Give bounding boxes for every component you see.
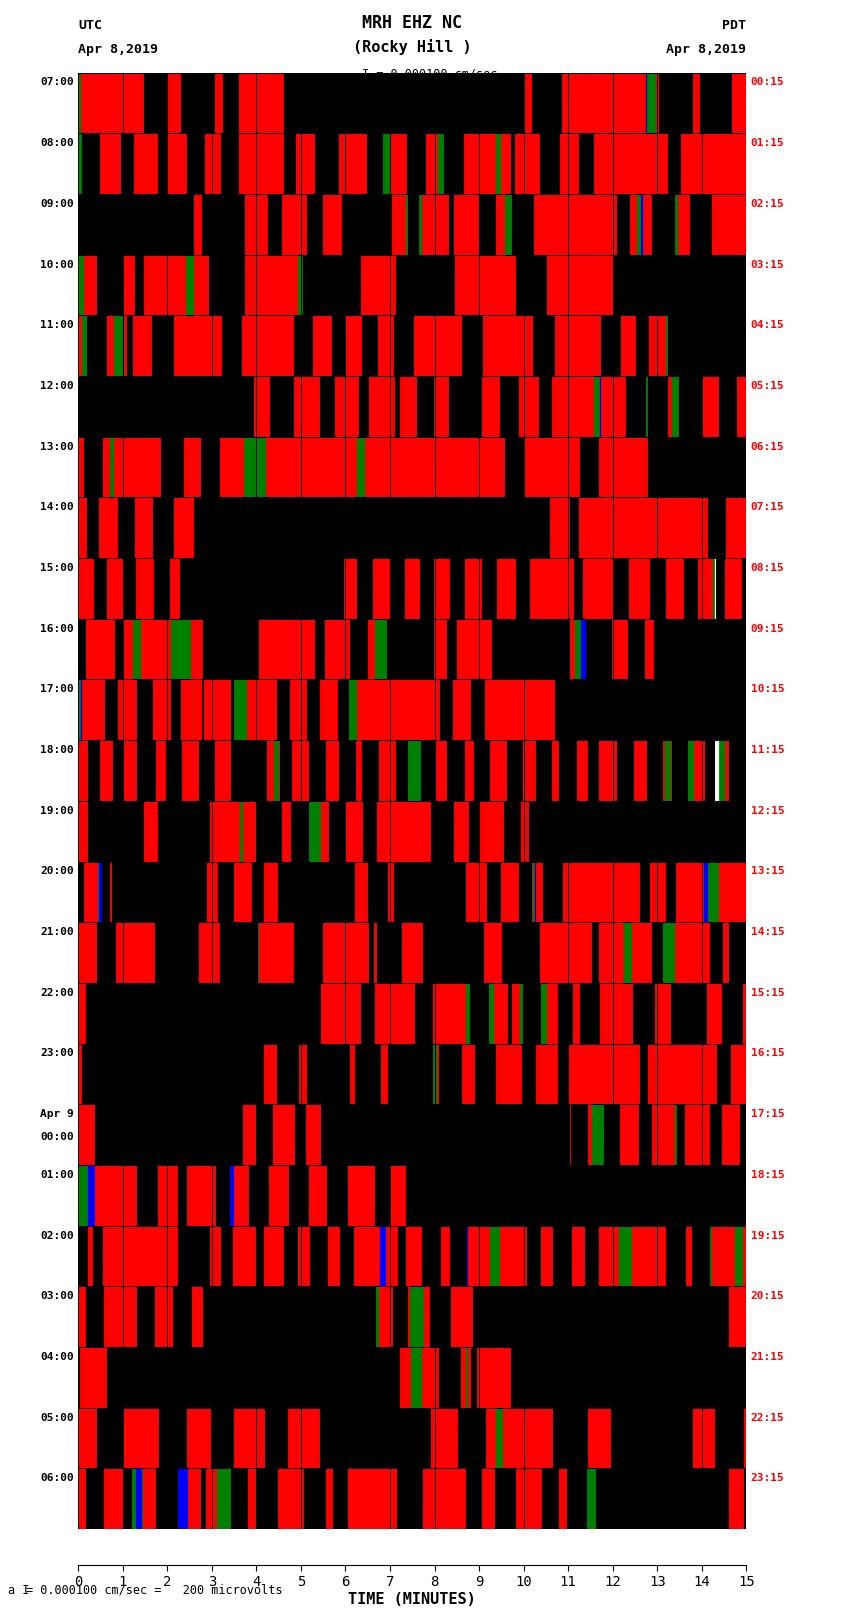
Text: 15:00: 15:00 <box>40 563 74 573</box>
Text: I = 0.000100 cm/sec: I = 0.000100 cm/sec <box>361 68 497 81</box>
Text: 20:00: 20:00 <box>40 866 74 876</box>
Text: 14:00: 14:00 <box>40 502 74 513</box>
Text: 21:00: 21:00 <box>40 927 74 937</box>
Text: 01:00: 01:00 <box>40 1169 74 1179</box>
Text: 15:15: 15:15 <box>751 987 785 998</box>
Text: 22:15: 22:15 <box>751 1413 785 1423</box>
X-axis label: TIME (MINUTES): TIME (MINUTES) <box>348 1592 476 1607</box>
Text: 16:00: 16:00 <box>40 624 74 634</box>
Text: Apr 8,2019: Apr 8,2019 <box>78 44 158 56</box>
Text: 03:15: 03:15 <box>751 260 785 269</box>
Text: 20:15: 20:15 <box>751 1292 785 1302</box>
Text: 19:00: 19:00 <box>40 806 74 816</box>
Text: 02:15: 02:15 <box>751 198 785 208</box>
Text: 19:15: 19:15 <box>751 1231 785 1240</box>
Text: 17:00: 17:00 <box>40 684 74 694</box>
Text: 18:00: 18:00 <box>40 745 74 755</box>
Text: 11:00: 11:00 <box>40 321 74 331</box>
Text: 11:15: 11:15 <box>751 745 785 755</box>
Text: 00:00: 00:00 <box>40 1132 74 1142</box>
Text: 00:15: 00:15 <box>751 77 785 87</box>
Text: 17:15: 17:15 <box>751 1110 785 1119</box>
Text: 23:15: 23:15 <box>751 1473 785 1484</box>
Text: 16:15: 16:15 <box>751 1048 785 1058</box>
Text: 09:00: 09:00 <box>40 198 74 208</box>
Text: 06:00: 06:00 <box>40 1473 74 1484</box>
Text: 10:00: 10:00 <box>40 260 74 269</box>
Text: 04:00: 04:00 <box>40 1352 74 1361</box>
Text: 10:15: 10:15 <box>751 684 785 694</box>
Text: 22:00: 22:00 <box>40 987 74 998</box>
Text: 21:15: 21:15 <box>751 1352 785 1361</box>
Text: 08:15: 08:15 <box>751 563 785 573</box>
Text: 05:00: 05:00 <box>40 1413 74 1423</box>
Text: 18:15: 18:15 <box>751 1169 785 1179</box>
Text: 14:15: 14:15 <box>751 927 785 937</box>
Text: 13:00: 13:00 <box>40 442 74 452</box>
Text: 02:00: 02:00 <box>40 1231 74 1240</box>
Text: Apr 8,2019: Apr 8,2019 <box>666 44 746 56</box>
Text: = 0.000100 cm/sec =   200 microvolts: = 0.000100 cm/sec = 200 microvolts <box>26 1584 282 1597</box>
Text: MRH EHZ NC: MRH EHZ NC <box>362 15 462 32</box>
Text: PDT: PDT <box>722 19 746 32</box>
Text: 23:00: 23:00 <box>40 1048 74 1058</box>
Text: 03:00: 03:00 <box>40 1292 74 1302</box>
Text: 09:15: 09:15 <box>751 624 785 634</box>
Text: 13:15: 13:15 <box>751 866 785 876</box>
Text: 04:15: 04:15 <box>751 321 785 331</box>
Text: 07:15: 07:15 <box>751 502 785 513</box>
Text: a I: a I <box>8 1584 30 1597</box>
Text: 07:00: 07:00 <box>40 77 74 87</box>
Text: Apr 9: Apr 9 <box>40 1110 74 1119</box>
Text: 05:15: 05:15 <box>751 381 785 390</box>
Text: (Rocky Hill ): (Rocky Hill ) <box>353 39 472 55</box>
Text: UTC: UTC <box>78 19 102 32</box>
Text: 01:15: 01:15 <box>751 139 785 148</box>
Text: 12:00: 12:00 <box>40 381 74 390</box>
Text: 06:15: 06:15 <box>751 442 785 452</box>
Text: 12:15: 12:15 <box>751 806 785 816</box>
Text: 08:00: 08:00 <box>40 139 74 148</box>
